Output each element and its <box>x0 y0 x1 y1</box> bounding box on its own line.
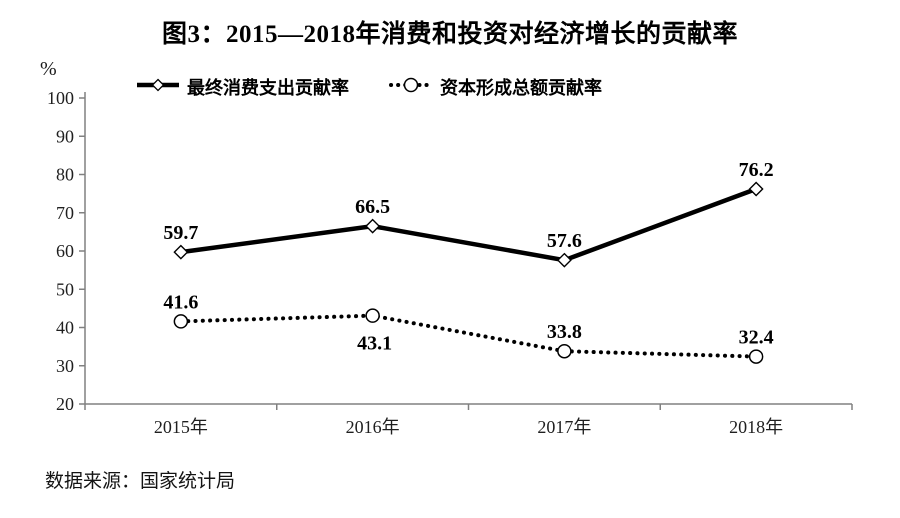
data-point-diamond-icon <box>365 218 381 234</box>
y-tick-label: 70 <box>56 203 74 223</box>
data-point-label: 41.6 <box>163 291 198 313</box>
legend-label-capital: 资本形成总额贡献率 <box>440 78 602 98</box>
x-tick-label: 2017年 <box>537 417 591 437</box>
x-tick-label: 2018年 <box>729 417 783 437</box>
data-point-label: 76.2 <box>739 159 774 181</box>
y-tick-label: 50 <box>56 279 74 299</box>
data-point-label: 57.6 <box>547 230 582 252</box>
data-point-circle-icon <box>365 308 380 323</box>
data-point-circle-icon <box>173 314 189 329</box>
y-tick-label: 90 <box>56 126 74 146</box>
y-tick-label: 80 <box>56 165 74 185</box>
x-tick-label: 2015年 <box>154 417 208 437</box>
data-point-label: 32.4 <box>739 327 774 349</box>
data-point-diamond-icon <box>556 252 572 268</box>
y-tick-label: 60 <box>56 241 74 261</box>
data-point-label: 43.1 <box>357 333 392 355</box>
data-point-circle-icon <box>557 343 572 359</box>
source-note: 数据来源：国家统计局 <box>45 471 236 492</box>
data-point-diamond-icon <box>173 244 189 260</box>
y-tick-label: 100 <box>47 88 74 108</box>
legend-item-consumption: 最终消费支出贡献率 <box>136 74 349 100</box>
legend-item-capital: 资本形成总额贡献率 <box>389 74 602 100</box>
data-point-label: 33.8 <box>547 321 582 343</box>
y-tick-label: 40 <box>56 318 74 338</box>
dotted-line-circle-icon <box>389 76 433 99</box>
legend-label-consumption: 最终消费支出贡献率 <box>187 78 349 98</box>
series-line-capital <box>178 313 759 359</box>
y-axis-unit-label: % <box>40 58 57 80</box>
data-point-label: 59.7 <box>163 222 198 244</box>
y-tick-label: 20 <box>56 394 74 414</box>
legend: 最终消费支出贡献率 资本形成总额贡献率 <box>136 76 602 98</box>
data-point-circle-icon <box>748 349 764 364</box>
chart-title: 图3：2015—2018年消费和投资对经济增长的贡献率 <box>161 21 738 48</box>
solid-line-diamond-icon <box>136 77 180 98</box>
x-tick-label: 2016年 <box>346 417 400 437</box>
data-point-label: 66.5 <box>355 196 390 218</box>
y-tick-label: 30 <box>56 356 74 376</box>
series-line-consumption <box>180 186 757 263</box>
data-point-diamond-icon <box>748 181 764 197</box>
